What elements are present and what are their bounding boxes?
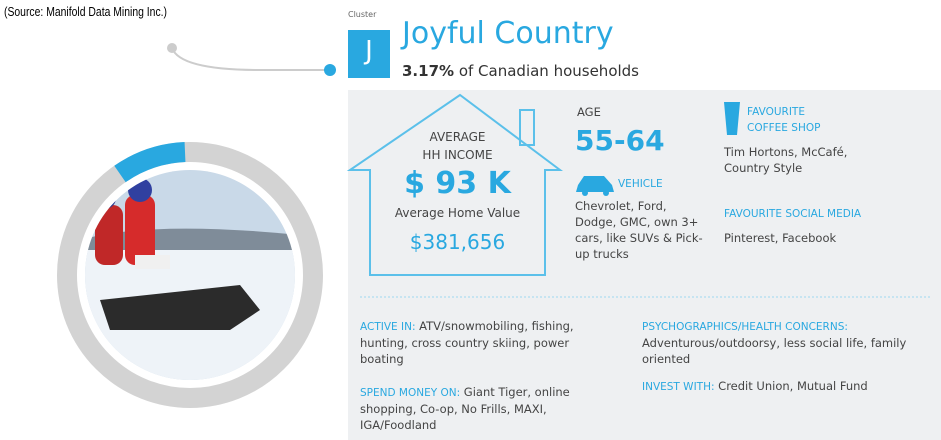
income: AVERAGE HH INCOME $ 93 K Average Home Va… bbox=[370, 128, 545, 258]
detail: ACTIVE IN: ATV/snowmobiling, fishing, hu… bbox=[360, 318, 605, 367]
coffee-text: Tim Hortons, McCafé, Country Style bbox=[724, 144, 854, 176]
detail-text: Credit Union, Mutual Fund bbox=[718, 379, 868, 393]
income-line2: HH INCOME bbox=[370, 146, 545, 164]
detail-label: PSYCHOGRAPHICS/HEALTH CONCERNS: bbox=[642, 321, 848, 333]
share-line: 3.17% of Canadian households bbox=[402, 62, 639, 80]
photo bbox=[80, 165, 300, 390]
coffee-label: FAVOURITE COFFEE SHOP bbox=[747, 104, 847, 136]
connector-dot bbox=[324, 64, 336, 76]
car-wheel bbox=[582, 190, 588, 196]
social-text: Pinterest, Facebook bbox=[724, 230, 836, 246]
cluster-letter: J bbox=[348, 36, 390, 66]
detail-label: SPEND MONEY ON: bbox=[360, 387, 460, 399]
detail: INVEST WITH: Credit Union, Mutual Fund bbox=[642, 378, 922, 395]
infographic: (Source: Manifold Data Mining Inc.) Clus… bbox=[0, 0, 941, 440]
connector bbox=[172, 48, 330, 70]
detail: PSYCHOGRAPHICS/HEALTH CONCERNS: Adventur… bbox=[642, 318, 912, 367]
home-label: Average Home Value bbox=[370, 204, 545, 222]
cluster-label: Cluster bbox=[348, 10, 376, 19]
car-wheel bbox=[603, 190, 609, 196]
detail: SPEND MONEY ON: Giant Tiger, online shop… bbox=[360, 384, 580, 433]
detail-label: ACTIVE IN: bbox=[360, 321, 415, 333]
age-label: AGE bbox=[577, 104, 601, 120]
source: (Source: Manifold Data Mining Inc.) bbox=[4, 4, 167, 19]
ring-highlight bbox=[120, 152, 185, 174]
income-line1: AVERAGE bbox=[370, 128, 545, 146]
detail-label: INVEST WITH: bbox=[642, 381, 715, 393]
income-value: $ 93 K bbox=[370, 164, 545, 204]
vehicle-text: Chevrolet, Ford, Dodge, GMC, own 3+ cars… bbox=[575, 198, 703, 262]
social-label: FAVOURITE SOCIAL MEDIA bbox=[724, 208, 861, 220]
vehicle-label: VEHICLE bbox=[618, 178, 663, 190]
cluster-name: Joyful Country bbox=[402, 16, 614, 51]
age-value: 55-64 bbox=[575, 124, 665, 157]
share-text: of Canadian households bbox=[459, 62, 639, 80]
share-value: 3.17% bbox=[402, 62, 454, 80]
connector-dot bbox=[167, 43, 177, 53]
detail-text: Adventurous/outdoorsy, less social life,… bbox=[642, 336, 906, 366]
home-value: $381,656 bbox=[370, 226, 545, 258]
